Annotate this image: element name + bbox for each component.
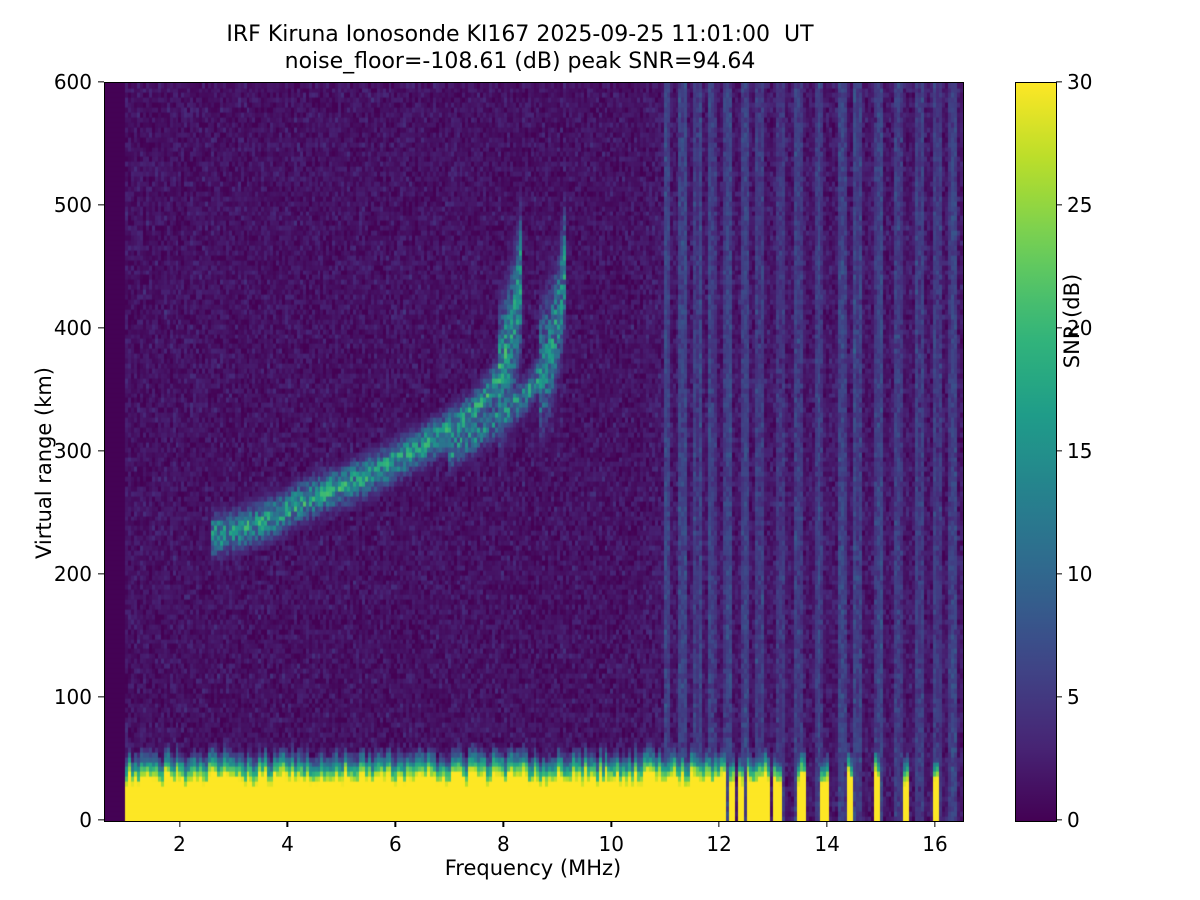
colorbar-tick-mark (1056, 204, 1062, 206)
x-tick-label: 6 (389, 832, 402, 856)
y-tick-label: 200 (53, 562, 92, 586)
x-tick-label: 10 (598, 832, 624, 856)
colorbar-tick-label: 0 (1067, 808, 1080, 832)
colorbar-tick-label: 5 (1067, 685, 1080, 709)
title-line-2: noise_floor=-108.61 (dB) peak SNR=94.64 (284, 48, 756, 74)
y-tick-label: 500 (53, 193, 92, 217)
x-tick-label: 16 (922, 832, 948, 856)
colorbar-tick-label: 25 (1067, 193, 1093, 217)
x-tick-label: 2 (173, 832, 186, 856)
x-tick-label: 12 (706, 832, 732, 856)
colorbar-tick-mark (1056, 696, 1062, 698)
y-tick-label: 300 (53, 439, 92, 463)
y-tick-label: 600 (53, 70, 92, 94)
y-tick-label: 400 (53, 316, 92, 340)
colorbar-tick-mark (1056, 450, 1062, 452)
x-tick-label: 14 (814, 832, 840, 856)
colorbar-tick-label: 15 (1067, 439, 1093, 463)
x-tick-label: 8 (496, 832, 510, 856)
y-tick-mark (98, 450, 104, 452)
title-line-1: IRF Kiruna Ionosonde KI167 2025-09-25 11… (226, 22, 814, 47)
colorbar-tick-label: 20 (1067, 316, 1093, 340)
x-axis-label: Frequency (MHz) (444, 856, 622, 880)
colorbar-tick-mark (1056, 327, 1062, 329)
colorbar-tick-mark (1056, 573, 1062, 575)
x-tick-mark (718, 821, 720, 827)
y-tick-mark (98, 327, 104, 329)
y-tick-mark (98, 81, 104, 83)
x-tick-mark (178, 821, 181, 827)
colorbar-tick-label: 30 (1067, 70, 1093, 94)
x-tick-mark (394, 821, 397, 827)
figure-title: IRF Kiruna Ionosonde KI167 2025-09-25 11… (0, 22, 1040, 76)
colorbar-gradient (1016, 83, 1056, 821)
x-tick-mark (826, 821, 828, 827)
x-tick-mark (286, 821, 289, 827)
plot-area[interactable] (104, 82, 964, 822)
y-tick-mark (98, 696, 104, 698)
colorbar-tick-mark (1056, 81, 1062, 83)
colorbar-tick-label: 10 (1067, 562, 1093, 586)
ionogram-heatmap[interactable] (105, 83, 963, 821)
x-tick-mark (934, 821, 936, 827)
y-tick-label: 0 (79, 808, 92, 832)
colorbar[interactable] (1015, 82, 1057, 822)
y-axis-label: Virtual range (km) (32, 366, 56, 560)
y-tick-label: 100 (53, 685, 92, 709)
colorbar-label: SNR (dB) (1060, 273, 1084, 369)
y-tick-mark (98, 819, 104, 821)
x-tick-mark (502, 821, 504, 827)
x-tick-mark (610, 821, 612, 827)
y-tick-mark (98, 204, 104, 206)
colorbar-tick-mark (1056, 819, 1062, 821)
y-tick-mark (98, 573, 104, 575)
x-tick-label: 4 (281, 832, 294, 856)
